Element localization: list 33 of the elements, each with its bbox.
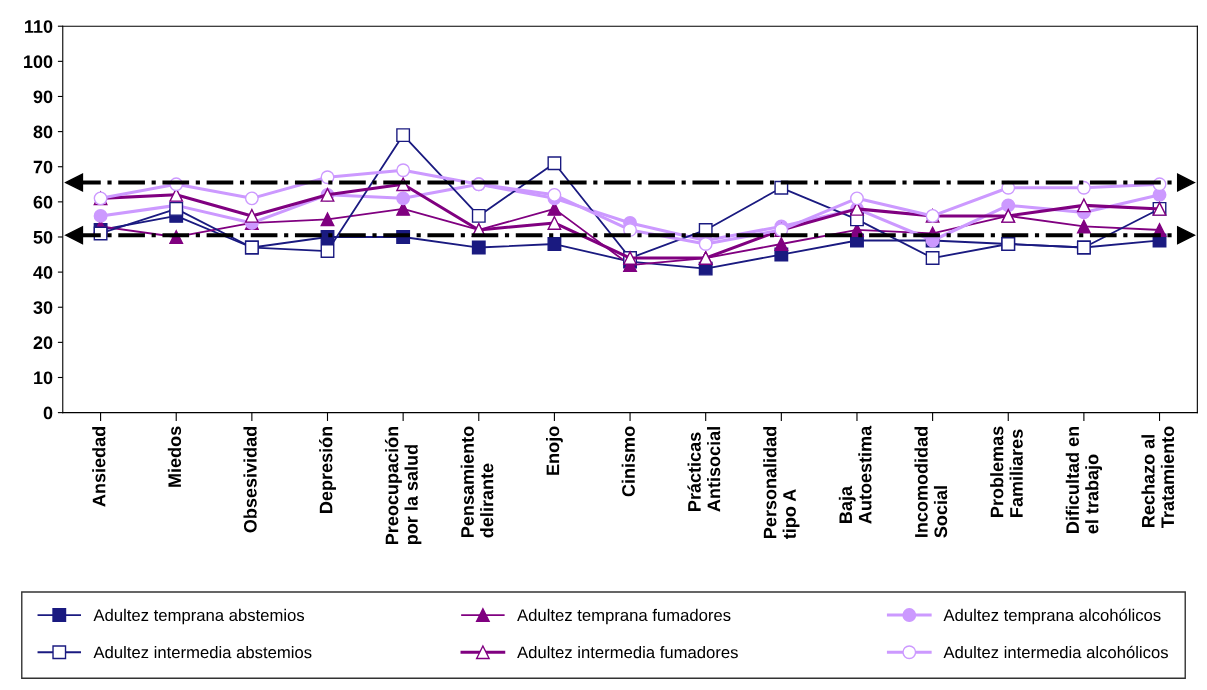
legend-label: Adultez temprana alcohólicos bbox=[943, 608, 1161, 625]
x-tick-label: Incomodidad Social bbox=[914, 427, 948, 538]
y-tick-label: 100 bbox=[24, 55, 53, 69]
x-tick-label: Rechazo al Tratamiento bbox=[1141, 426, 1175, 528]
legend-label: Adultez intermedia fumadores bbox=[517, 646, 738, 659]
y-tick-label: 0 bbox=[43, 406, 53, 420]
x-tick-label: Miedos bbox=[167, 426, 182, 487]
x-tick-label: Depresión bbox=[319, 426, 336, 513]
legend-label: Adultez temprana fumadores bbox=[517, 608, 731, 625]
legend-label: Adultez intermedia abstemios bbox=[93, 646, 312, 659]
y-tick-label: 60 bbox=[33, 195, 53, 209]
x-tick-label: Prácticas Antisocial bbox=[687, 427, 721, 512]
y-tick-label: 70 bbox=[33, 160, 53, 174]
y-tick-label: 50 bbox=[33, 230, 53, 244]
x-tick-label: Preocupación por la salud bbox=[384, 426, 422, 545]
y-tick-label: 110 bbox=[25, 20, 53, 33]
x-tick-label: Personalidad tipo A bbox=[763, 427, 800, 539]
legend-label: Adultez intermedia alcohólicos bbox=[943, 645, 1168, 659]
legend-label: Adultez temprana abstemios bbox=[93, 608, 305, 625]
y-tick-label: 20 bbox=[33, 336, 53, 350]
x-tick-label: Cinismo bbox=[621, 426, 635, 497]
y-tick-label: 40 bbox=[33, 266, 53, 279]
x-tick-label: Baja Autoestima bbox=[838, 425, 872, 524]
x-tick-label: Ansiedad bbox=[92, 427, 106, 507]
y-tick-label: 80 bbox=[33, 125, 53, 139]
y-tick-label: 90 bbox=[33, 90, 53, 104]
x-tick-label: Enojo bbox=[546, 426, 563, 475]
y-tick-label: 10 bbox=[34, 371, 53, 385]
y-tick-label: 30 bbox=[33, 301, 53, 314]
x-tick-label: Problemas Familiares bbox=[990, 426, 1023, 517]
x-tick-label: Obsesividad bbox=[243, 426, 257, 533]
x-tick-label: Dificultad en el trabajo bbox=[1065, 426, 1103, 534]
x-tick-label: Pensamiento delirante bbox=[460, 426, 494, 538]
